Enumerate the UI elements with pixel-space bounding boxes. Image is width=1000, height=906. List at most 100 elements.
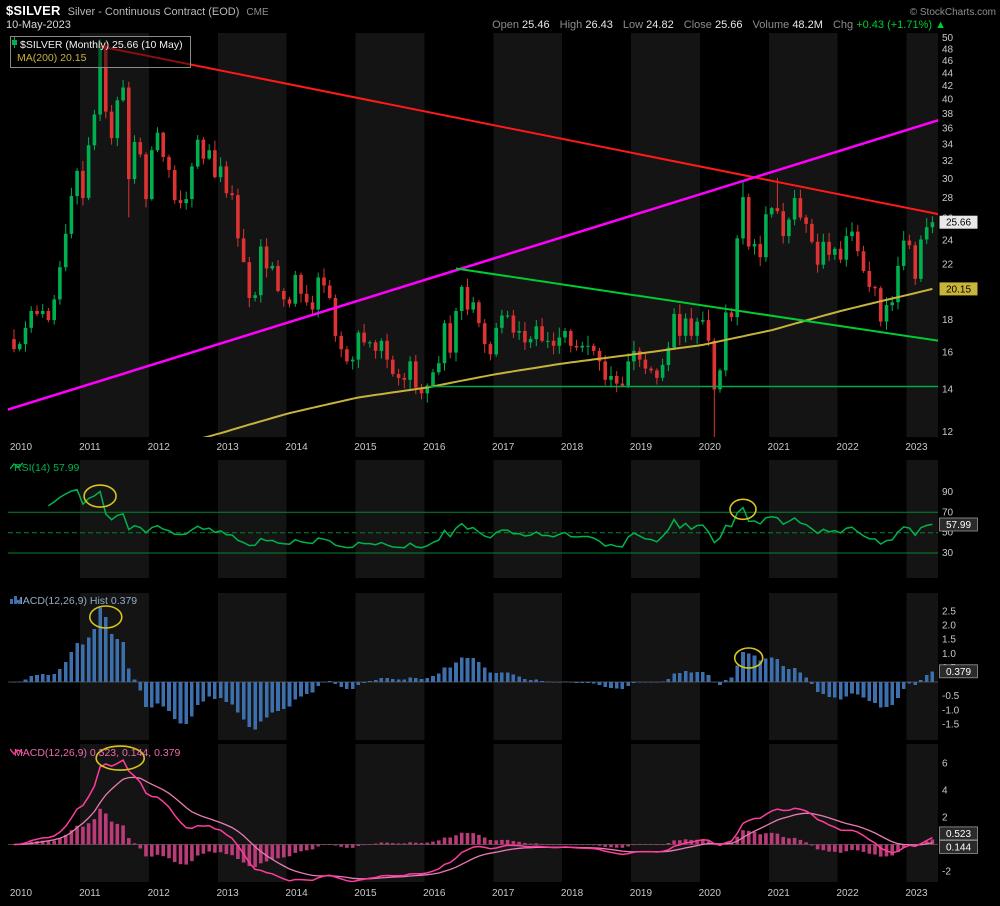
annotation-circle <box>83 484 117 508</box>
svg-text:70: 70 <box>942 507 954 518</box>
copyright: © StockCharts.com <box>909 7 996 18</box>
low-label: Low <box>622 19 644 31</box>
high-label: High <box>559 19 583 31</box>
quote-bar: Open 25.46 High 26.43 Low 24.82 Close 25… <box>485 19 946 31</box>
svg-text:36: 36 <box>942 124 954 135</box>
svg-text:-1.0: -1.0 <box>942 705 960 716</box>
svg-text:2014: 2014 <box>285 442 308 453</box>
svg-text:38: 38 <box>942 109 954 120</box>
svg-text:2012: 2012 <box>148 442 171 453</box>
svg-text:46: 46 <box>942 56 954 67</box>
chart-header: $SILVER Silver - Continuous Contract (EO… <box>0 0 1000 31</box>
axis-value-flag: 0.523 <box>939 826 978 841</box>
svg-text:32: 32 <box>942 156 954 167</box>
ma-legend-text: MA(200) 20.15 <box>17 52 87 64</box>
trendline-long-term-resistance <box>99 45 938 216</box>
price-pane <box>8 39 938 437</box>
svg-text:28: 28 <box>942 193 954 204</box>
svg-text:6: 6 <box>942 759 948 770</box>
svg-text:44: 44 <box>942 68 954 79</box>
close-value: 25.66 <box>714 19 743 31</box>
svg-text:2022: 2022 <box>836 442 859 453</box>
svg-text:2010: 2010 <box>10 442 33 453</box>
svg-text:2012: 2012 <box>148 888 171 899</box>
svg-text:16: 16 <box>942 348 954 359</box>
svg-text:0.523: 0.523 <box>946 829 971 840</box>
svg-text:2015: 2015 <box>354 442 377 453</box>
svg-text:30: 30 <box>942 548 954 559</box>
trendline-long-term-support <box>8 118 938 411</box>
svg-text:2015: 2015 <box>354 888 377 899</box>
rsi-line <box>47 488 933 549</box>
svg-text:12: 12 <box>942 427 954 438</box>
svg-text:14: 14 <box>942 384 954 395</box>
close-label: Close <box>683 19 712 31</box>
svg-text:2011: 2011 <box>79 888 101 899</box>
axis-value-flag: 25.66 <box>939 215 978 229</box>
svg-text:0.144: 0.144 <box>946 842 971 853</box>
svg-text:2014: 2014 <box>285 888 308 899</box>
svg-text:2022: 2022 <box>836 888 859 899</box>
price-legend: $SILVER (Monthly) 25.66 (10 May) MA(200)… <box>10 36 191 68</box>
ma200-line <box>202 287 933 437</box>
exchange: CME <box>246 7 269 18</box>
svg-text:50: 50 <box>942 33 954 44</box>
svg-text:25.66: 25.66 <box>946 218 971 229</box>
svg-text:20.15: 20.15 <box>946 284 971 295</box>
svg-text:2021: 2021 <box>768 888 791 899</box>
svg-text:2019: 2019 <box>630 442 653 453</box>
macd-hist-legend: MACD(12,26,9) Hist 0.379 <box>10 595 137 607</box>
svg-text:4: 4 <box>942 786 948 797</box>
axis-value-flag: 0.144 <box>939 840 978 854</box>
svg-text:18: 18 <box>942 315 954 326</box>
axis-value-flag: 20.15 <box>939 282 978 296</box>
open-value: 25.46 <box>522 19 550 31</box>
svg-text:1.0: 1.0 <box>942 649 956 660</box>
price-legend-line1: $SILVER (Monthly) 25.66 (10 May) <box>12 37 183 51</box>
macd-lines-legend: MACD(12,26,9) 0.523, 0.144, 0.379 <box>10 747 180 759</box>
rsi-legend: RSI(14) 57.99 <box>10 462 79 474</box>
svg-text:2017: 2017 <box>492 888 515 899</box>
svg-text:50: 50 <box>942 528 954 539</box>
svg-text:2018: 2018 <box>561 442 584 453</box>
price-legend-text: $SILVER (Monthly) 25.66 (10 May) <box>20 39 183 51</box>
header-title-row: $SILVER Silver - Continuous Contract (EO… <box>0 0 1000 18</box>
symbol: $SILVER <box>6 3 61 18</box>
svg-text:2.0: 2.0 <box>942 621 956 632</box>
annotation-circle <box>729 498 757 521</box>
macd-hist-legend-text: MACD(12,26,9) Hist 0.379 <box>14 595 138 607</box>
svg-text:22: 22 <box>942 260 954 271</box>
svg-text:-2: -2 <box>942 867 951 878</box>
svg-text:34: 34 <box>942 139 954 150</box>
chg-value: +0.43 (+1.71%) <box>856 19 933 31</box>
svg-text:2017: 2017 <box>492 442 515 453</box>
macd-lines-pane <box>8 759 938 882</box>
axis-value-flag: 57.99 <box>939 517 978 532</box>
svg-text:2023: 2023 <box>905 442 928 453</box>
macd-lines-legend-text: MACD(12,26,9) 0.523, 0.144, 0.379 <box>14 747 181 759</box>
annotation-circle <box>89 605 123 629</box>
high-value: 26.43 <box>585 19 613 31</box>
annotation-circle <box>733 647 764 669</box>
svg-text:-0.5: -0.5 <box>942 691 960 702</box>
svg-text:40: 40 <box>942 95 954 106</box>
symbol-description: Silver - Continuous Contract (EOD) <box>67 6 240 18</box>
svg-text:2013: 2013 <box>217 888 240 899</box>
svg-text:2020: 2020 <box>699 888 722 899</box>
svg-text:2023: 2023 <box>905 888 928 899</box>
open-label: Open <box>492 19 519 31</box>
chart-date: 10-May-2023 <box>6 19 71 31</box>
macd-line <box>13 759 933 882</box>
svg-text:2018: 2018 <box>561 888 584 899</box>
macd-hist-pane <box>8 607 938 730</box>
rsi-legend-text: RSI(14) 57.99 <box>14 462 80 474</box>
trendline-wedge-resistance <box>455 267 938 342</box>
svg-text:57.99: 57.99 <box>946 520 971 531</box>
svg-text:42: 42 <box>942 81 954 92</box>
rsi-pane <box>8 488 938 554</box>
volume-label: Volume <box>752 19 790 31</box>
svg-text:2019: 2019 <box>630 888 653 899</box>
svg-text:90: 90 <box>942 487 954 498</box>
svg-text:2020: 2020 <box>699 442 722 453</box>
